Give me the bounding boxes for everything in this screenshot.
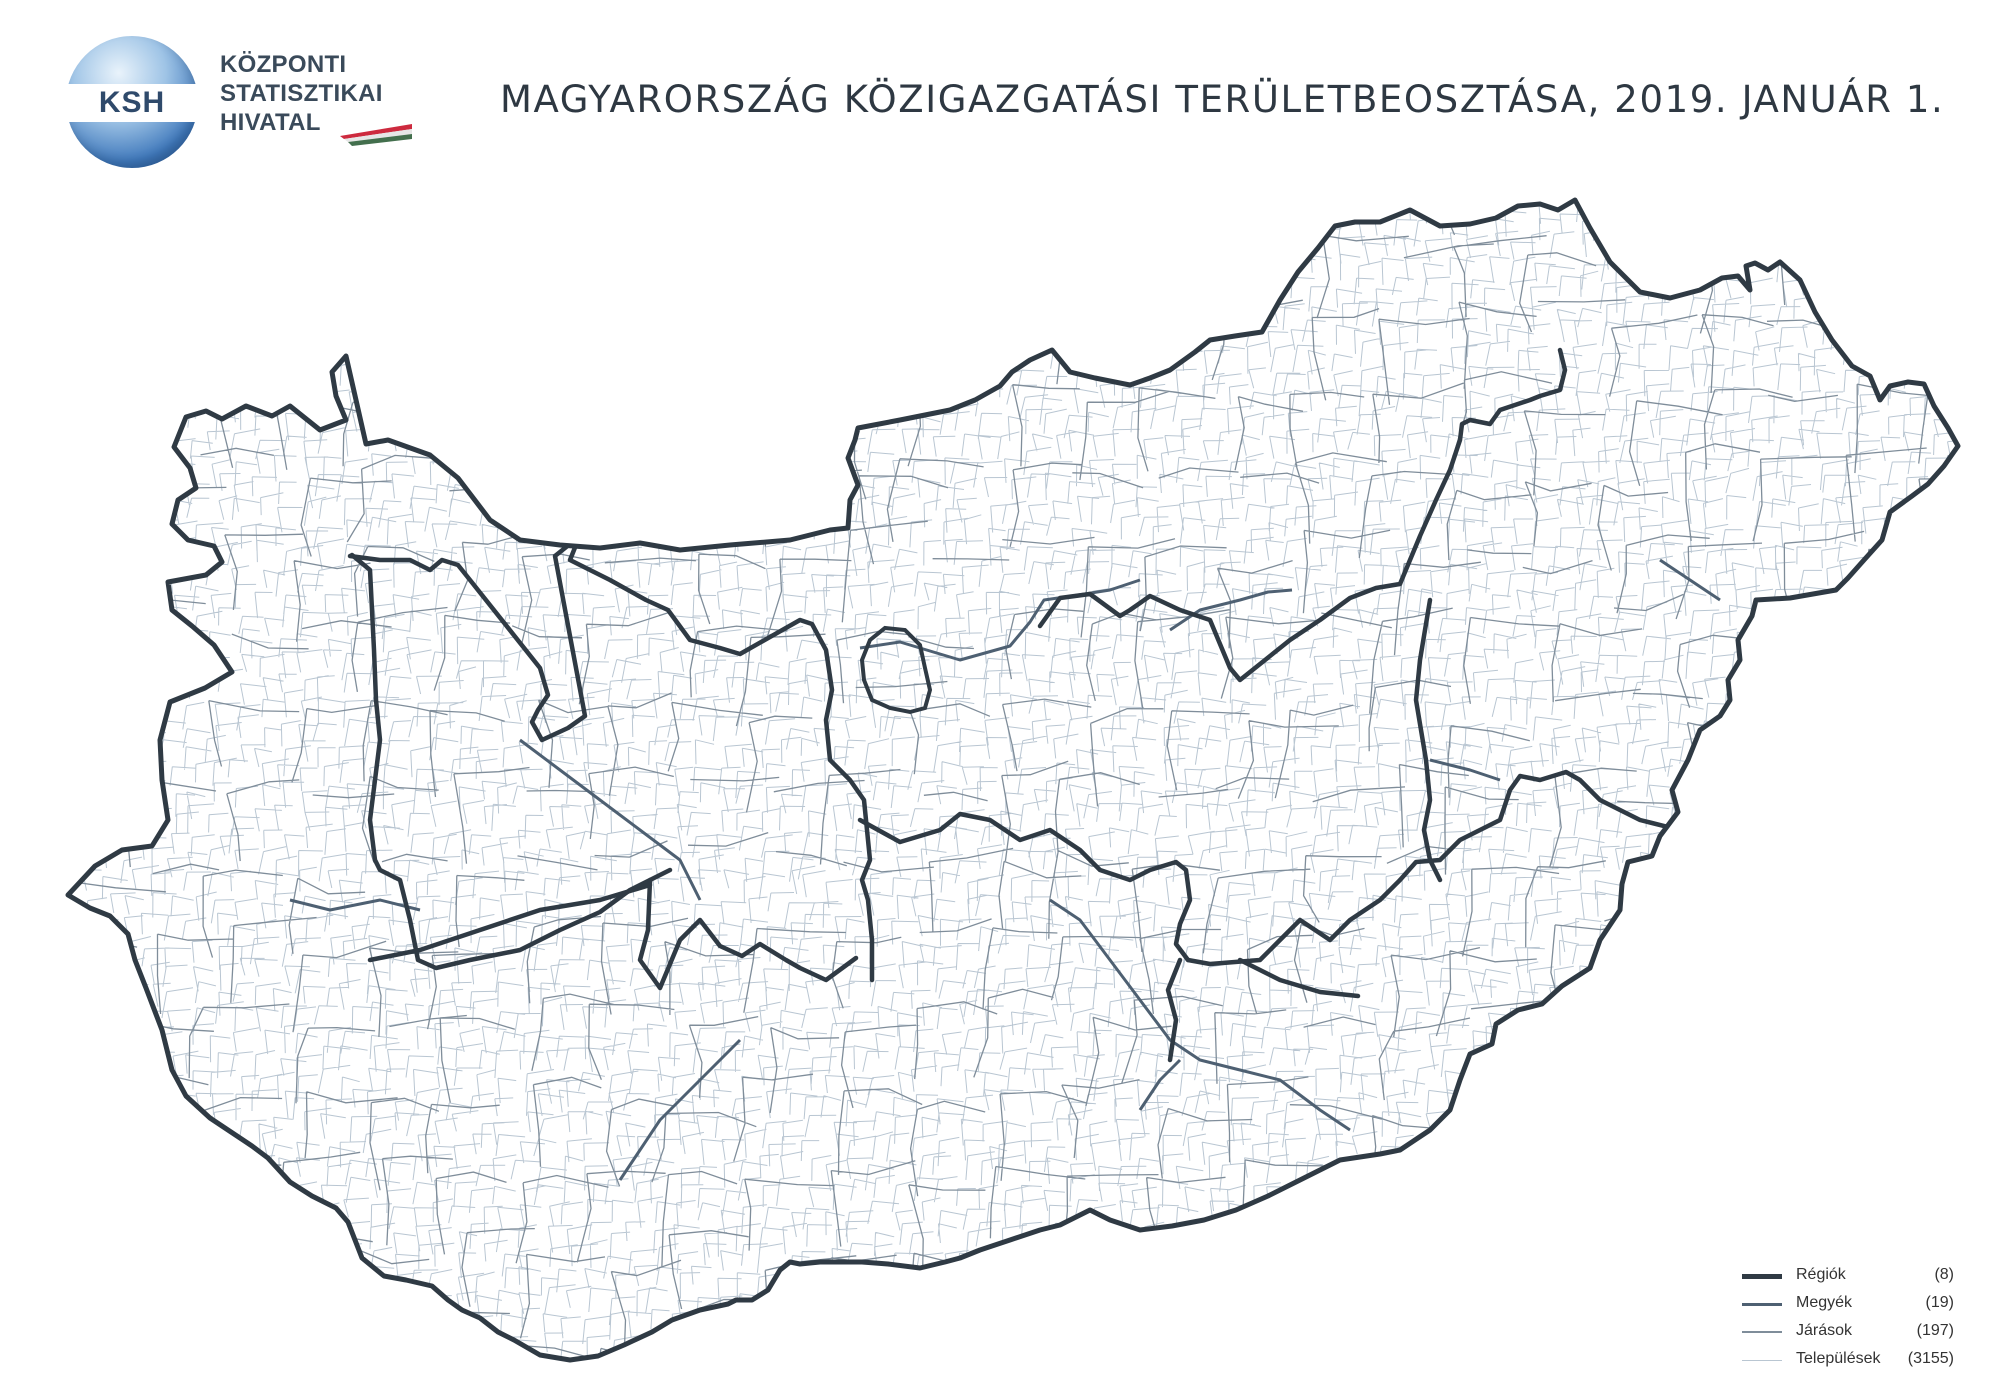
logo-line-1: KÖZPONTI	[220, 51, 347, 78]
legend-item-regions: Régiók (8)	[1742, 1262, 1954, 1290]
legend-swatch-district	[1742, 1331, 1782, 1333]
hungary-land	[68, 200, 1958, 1360]
ksh-logo-wordmark: KÖZPONTI STATISZTIKAI HIVATAL	[220, 50, 383, 137]
region-border	[349, 552, 673, 971]
county-border	[1659, 558, 1721, 602]
legend-item-counties: Megyék (19)	[1742, 1290, 1954, 1318]
map-title: MAGYARORSZÁG KÖZIGAZGATÁSI TERÜLETBEOSZT…	[500, 78, 1945, 121]
region-border	[1037, 347, 1568, 683]
county-border	[1049, 898, 1351, 1132]
county-border	[618, 1038, 742, 1181]
county-border	[1138, 1058, 1182, 1111]
legend-count: (3155)	[1907, 1350, 1954, 1367]
legend-count: (197)	[1916, 1322, 1954, 1339]
country-outline	[65, 197, 1961, 1363]
ksh-logo-mark: KSH	[98, 86, 166, 119]
logo-line-3: HIVATAL	[220, 109, 321, 136]
map-legend: Régiók (8) Megyék (19) Járások (197) Tel…	[1742, 1262, 1954, 1374]
region-border	[1237, 957, 1361, 999]
legend-item-districts: Járások (197)	[1742, 1318, 1954, 1346]
county-border	[1169, 588, 1293, 632]
logo-line-2: STATISZTIKAI	[220, 80, 383, 107]
legend-swatch-settlement	[1742, 1359, 1782, 1361]
region-border	[367, 882, 653, 963]
legend-label: Régiók	[1796, 1266, 1846, 1283]
county-border	[1538, 1038, 1580, 1062]
region-borders	[347, 347, 1683, 1063]
legend-label: Járások	[1796, 1322, 1853, 1339]
hungarian-flag-icon	[340, 124, 412, 146]
county-border	[289, 898, 421, 912]
legend-count: (8)	[1934, 1266, 1954, 1283]
county-border	[519, 738, 702, 901]
region-border	[637, 877, 859, 991]
county-border	[1429, 758, 1501, 782]
region-border	[1185, 769, 1683, 967]
legend-count: (19)	[1925, 1294, 1954, 1311]
region-border	[347, 517, 603, 743]
region-border	[857, 811, 1193, 963]
legend-swatch-county	[1742, 1302, 1782, 1306]
legend-label: Települések	[1796, 1350, 1881, 1367]
region-border	[567, 532, 875, 983]
legend-label: Megyék	[1796, 1294, 1853, 1311]
legend-item-settlements: Települések (3155)	[1742, 1346, 1954, 1374]
legend-swatch-region	[1742, 1273, 1782, 1279]
region-border	[1413, 597, 1443, 883]
region-border	[1165, 957, 1183, 1063]
ksh-logo: KSH KÖZPONTI STATISZTIKAI HIVATAL	[62, 32, 422, 172]
budapest-boundary	[859, 625, 933, 715]
